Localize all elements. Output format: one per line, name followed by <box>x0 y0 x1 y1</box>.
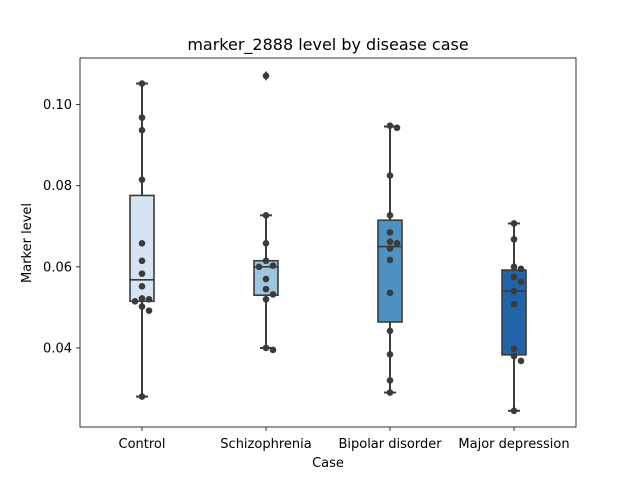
data-point-major-depression <box>510 352 518 360</box>
data-point-schizophrenia <box>262 212 270 219</box>
data-point-control <box>131 297 139 305</box>
data-point-control <box>138 282 146 290</box>
data-point-schizophrenia <box>262 240 270 247</box>
data-point-bipolar-disorder <box>386 245 394 252</box>
y-tick-label: 0.08 <box>43 179 72 194</box>
data-point-bipolar-disorder <box>386 289 394 297</box>
data-point-major-depression <box>517 278 525 286</box>
data-point-schizophrenia <box>262 285 270 293</box>
data-point-bipolar-disorder <box>386 238 394 245</box>
data-point-major-depression <box>510 407 518 415</box>
data-point-major-depression <box>517 357 525 365</box>
x-tick-label: Major depression <box>458 437 569 452</box>
data-point-control <box>138 393 146 400</box>
data-point-bipolar-disorder <box>386 327 394 335</box>
data-point-major-depression <box>517 265 525 273</box>
data-point-control <box>138 303 146 310</box>
data-point-control <box>138 257 146 265</box>
data-point-bipolar-disorder <box>393 124 401 132</box>
data-point-major-depression <box>510 263 518 271</box>
data-point-bipolar-disorder <box>386 389 394 396</box>
data-point-bipolar-disorder <box>386 212 394 219</box>
data-point-control <box>145 295 153 303</box>
data-point-schizophrenia <box>269 262 277 269</box>
x-tick-label: Schizophrenia <box>220 437 311 452</box>
data-point-major-depression <box>510 300 518 308</box>
data-point-control <box>138 176 146 183</box>
data-point-schizophrenia <box>262 344 270 352</box>
y-tick-label: 0.06 <box>43 260 72 275</box>
data-point-bipolar-disorder <box>386 351 394 358</box>
data-point-bipolar-disorder <box>393 240 401 247</box>
x-tick-label: Bipolar disorder <box>338 437 442 452</box>
plot-area-frame <box>79 57 577 428</box>
data-point-schizophrenia <box>269 346 277 354</box>
data-point-major-depression <box>510 273 518 281</box>
data-point-schizophrenia <box>262 295 270 303</box>
data-point-major-depression <box>510 235 518 243</box>
x-tick-label: Control <box>119 437 166 452</box>
data-point-control <box>138 114 146 121</box>
data-point-schizophrenia <box>262 257 270 265</box>
data-point-bipolar-disorder <box>386 122 394 130</box>
data-point-control <box>138 126 146 134</box>
y-tick-label: 0.10 <box>43 98 72 113</box>
data-point-schizophrenia <box>255 263 263 271</box>
data-point-control <box>138 295 146 302</box>
data-point-schizophrenia <box>262 72 270 80</box>
data-point-bipolar-disorder <box>386 229 394 236</box>
data-point-control <box>138 270 146 278</box>
x-axis-label: Case <box>312 456 344 471</box>
y-axis-label: Marker level <box>20 203 35 283</box>
data-point-major-depression <box>510 287 518 295</box>
data-point-major-depression <box>510 345 518 353</box>
data-point-bipolar-disorder <box>386 256 394 264</box>
box-bipolar-disorder <box>377 219 403 323</box>
data-point-control <box>145 307 153 314</box>
data-point-schizophrenia <box>262 275 270 283</box>
y-tick-label: 0.04 <box>43 341 72 356</box>
data-point-control <box>138 240 146 247</box>
data-point-major-depression <box>510 220 518 227</box>
data-point-bipolar-disorder <box>386 377 394 384</box>
data-point-bipolar-disorder <box>386 172 394 179</box>
data-point-control <box>138 80 146 87</box>
data-point-schizophrenia <box>269 291 277 298</box>
chart-title: marker_2888 level by disease case <box>187 35 468 55</box>
